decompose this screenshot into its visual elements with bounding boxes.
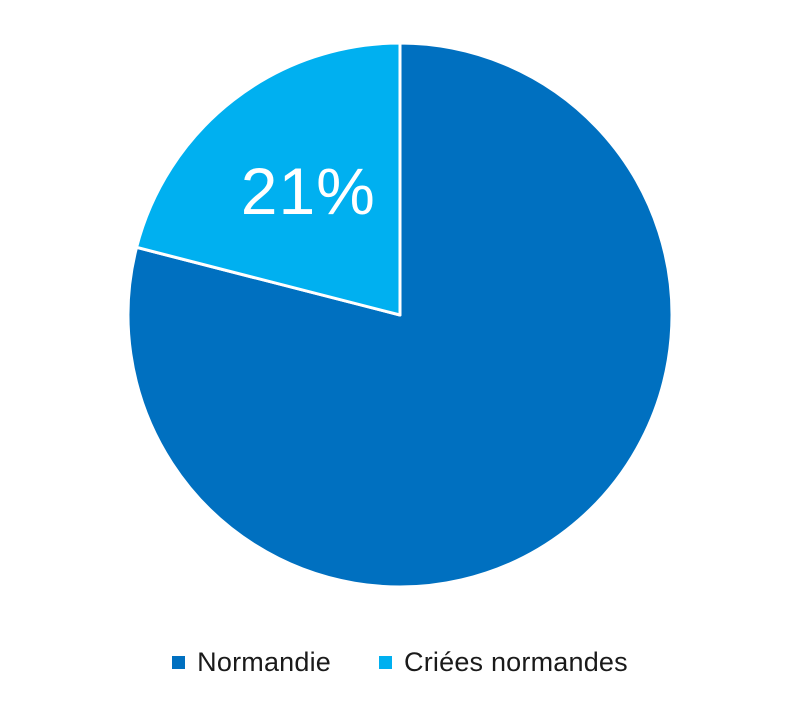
data-label-1: 21% <box>241 154 376 228</box>
pie-slice-criees-normandes <box>135 41 402 317</box>
pie-data-labels: 21% <box>241 154 376 228</box>
legend-label-criees-normandes: Criées normandes <box>404 646 628 677</box>
pie-slices <box>126 41 674 589</box>
legend-item-criees-normandes: Criées normandes <box>379 647 628 678</box>
legend-swatch-normandie <box>172 655 186 669</box>
chart-legend: Normandie Criées normandes <box>0 640 800 684</box>
pie-slice-normandie <box>126 41 674 589</box>
legend-label-normandie: Normandie <box>197 646 332 677</box>
pie-chart: 21% <box>126 41 674 589</box>
legend-item-normandie: Normandie <box>172 647 331 678</box>
legend-swatch-criees-normandes <box>379 655 393 669</box>
